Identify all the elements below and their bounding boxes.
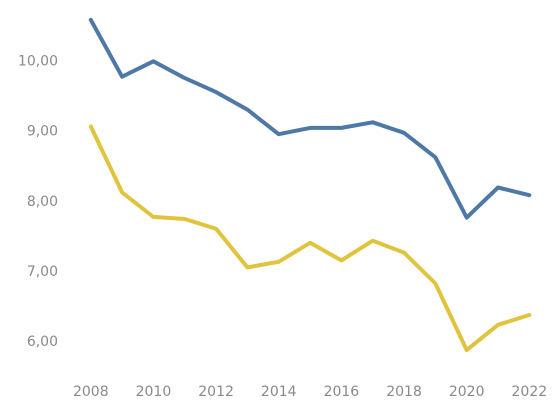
y-tick-label: 8,00 [27,194,58,210]
y-axis: 6,00 7,00 8,00 9,00 10,00 [18,54,58,350]
x-axis: 2008 2010 2012 2014 2016 2018 2020 2022 [73,384,547,400]
y-tick-label: 9,00 [27,124,58,140]
x-tick-label: 2008 [73,384,109,400]
x-tick-label: 2018 [386,384,422,400]
y-tick-label: 10,00 [18,54,58,70]
series-line-2 [88,124,532,353]
x-tick-label: 2016 [324,384,360,400]
series-line-1 [88,17,532,220]
x-tick-label: 2014 [261,384,297,400]
x-tick-label: 2010 [136,384,172,400]
series-layer [88,17,532,353]
y-tick-label: 7,00 [27,264,58,280]
y-tick-label: 6,00 [27,334,58,350]
x-tick-label: 2020 [449,384,485,400]
x-tick-label: 2012 [198,384,234,400]
x-tick-label: 2022 [512,384,548,400]
